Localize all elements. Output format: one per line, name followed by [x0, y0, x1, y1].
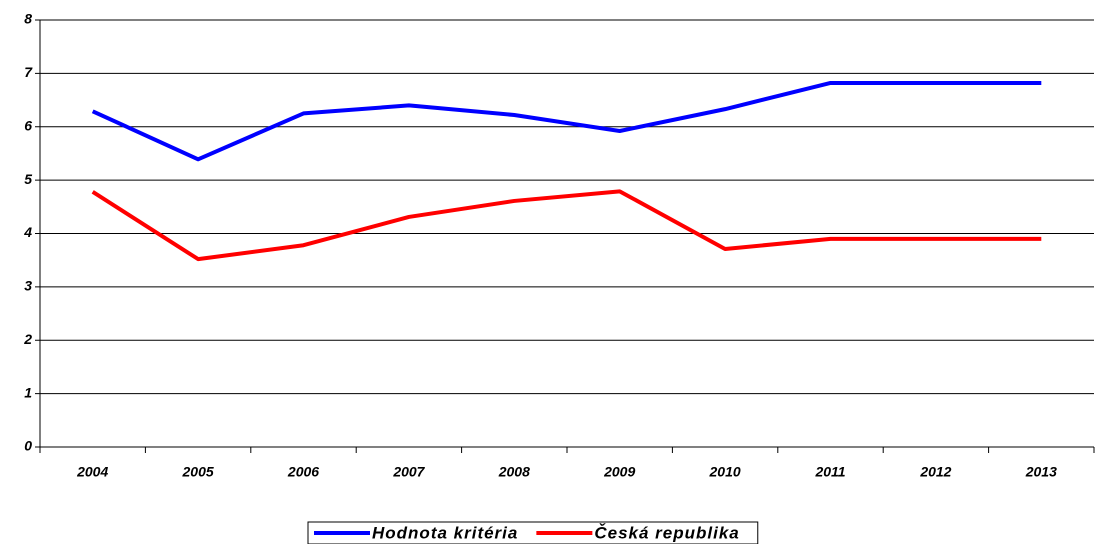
x-tick-label: 2011	[814, 464, 845, 480]
y-tick-label: 1	[24, 384, 32, 400]
series-line	[91, 189, 1042, 262]
series-line	[91, 80, 1042, 162]
x-tick-label: 2012	[919, 464, 951, 480]
y-tick-label: 3	[24, 278, 32, 294]
y-tick-label: 5	[24, 171, 32, 187]
x-tick-label: 2008	[498, 464, 530, 480]
y-tick-label: 4	[23, 224, 32, 240]
x-tick-label: 2006	[287, 464, 319, 480]
legend: Hodnota kritéria Česká republika	[307, 521, 759, 544]
y-tick-label: 2	[23, 331, 32, 347]
y-tick-label: 7	[24, 64, 33, 80]
x-tick-label: 2010	[709, 464, 741, 480]
x-tick-label: 2005	[182, 464, 214, 480]
x-tick-label: 2013	[1025, 464, 1057, 480]
y-tick-label: 0	[24, 438, 32, 454]
legend-label: Česká republika	[594, 523, 739, 542]
y-tick-label: 6	[24, 117, 32, 133]
legend-label: Hodnota kritéria	[372, 523, 518, 542]
x-tick-label: 2004	[76, 464, 108, 480]
x-tick-label: 2009	[603, 464, 635, 480]
y-tick-label: 8	[24, 11, 32, 27]
x-tick-label: 2007	[392, 464, 425, 480]
legend-box	[307, 521, 759, 544]
